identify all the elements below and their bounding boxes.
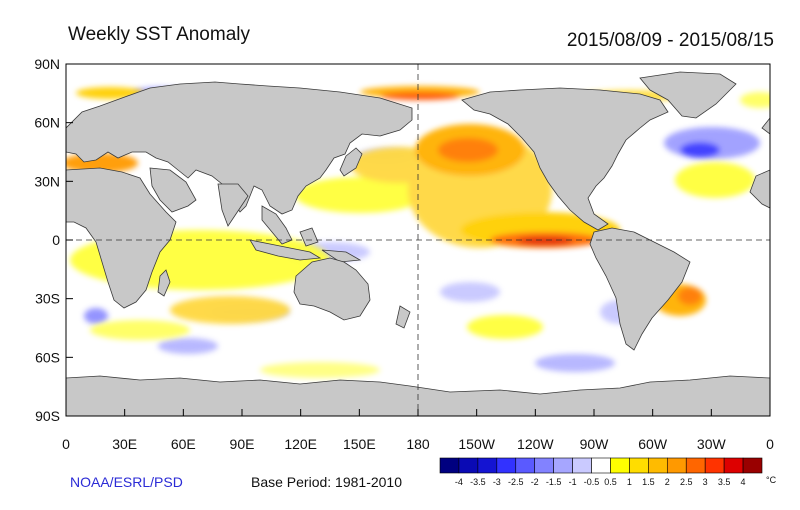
colorbar-swatch — [666, 457, 687, 474]
colorbar-label: 2.5 — [680, 477, 693, 487]
colorbar-swatch — [704, 457, 725, 474]
colorbar-label: -1.5 — [546, 477, 562, 487]
colorbar-label: 4 — [741, 477, 746, 487]
colorbar-swatch — [629, 457, 649, 474]
lon-tick-label: 60W — [638, 436, 668, 452]
colorbar-swatch — [685, 457, 706, 474]
credit-label: NOAA/ESRL/PSD — [70, 474, 183, 490]
lon-tick-label: 30E — [112, 436, 137, 452]
colorbar-unit: °C — [766, 475, 777, 485]
colorbar-label: 1.5 — [642, 477, 655, 487]
lat-tick-label: 30N — [34, 173, 60, 189]
lon-tick-label: 120E — [284, 436, 317, 452]
colorbar-label: 1 — [627, 477, 632, 487]
lat-tick-label: 60N — [34, 115, 60, 131]
lon-tick-label: 60E — [171, 436, 196, 452]
colorbar-label: 3.5 — [718, 477, 731, 487]
colorbar-label: -2 — [531, 477, 539, 487]
colorbar-swatch — [723, 457, 744, 474]
colorbar-label: 0.5 — [604, 477, 617, 487]
lon-tick-label: 150E — [343, 436, 376, 452]
lon-tick-label: 0 — [62, 436, 70, 452]
colorbar-swatch — [591, 457, 611, 474]
colorbar-label: -0.5 — [584, 477, 600, 487]
lat-tick-label: 90N — [34, 56, 60, 72]
colorbar-swatch — [496, 457, 517, 474]
lat-tick-label: 30S — [35, 291, 60, 307]
lon-tick-label: 180 — [406, 436, 430, 452]
colorbar-label: -3.5 — [470, 477, 486, 487]
lon-tick-label: 90E — [230, 436, 255, 452]
colorbar-label: 3 — [703, 477, 708, 487]
colorbar-swatch — [439, 457, 460, 474]
colorbar-label: -3 — [493, 477, 501, 487]
colorbar-swatch — [572, 457, 592, 474]
colorbar-swatch — [477, 457, 498, 474]
lat-tick-label: 90S — [35, 408, 60, 424]
lon-tick-label: 150W — [458, 436, 495, 452]
colorbar-label: -1 — [569, 477, 577, 487]
colorbar-swatch — [534, 457, 554, 474]
lat-tick-label: 0 — [52, 232, 60, 248]
colorbar-swatch — [742, 457, 763, 474]
colorbar: -4 -3.5 -3 -2.5 -2 -1.5 -1 -0.5 0.5 1 1.5 2 2.5 3 3.5 4 — [439, 457, 763, 487]
date-range: 2015/08/09 - 2015/08/15 — [566, 30, 774, 51]
colorbar-label: 2 — [665, 477, 670, 487]
colorbar-label: -2.5 — [508, 477, 524, 487]
sst-warm-anomalies — [66, 86, 770, 378]
colorbar-swatch — [610, 457, 630, 474]
lon-tick-label: 0 — [766, 436, 774, 452]
base-period-label: Base Period: 1981-2010 — [251, 474, 402, 490]
colorbar-label: -4 — [455, 477, 463, 487]
latitude-axis: 90N 60N 30N 0 30S 60S 90S — [34, 56, 73, 424]
lon-tick-label: 30W — [697, 436, 727, 452]
map-title: Weekly SST Anomaly — [68, 24, 250, 45]
colorbar-swatch — [458, 457, 479, 474]
colorbar-swatch — [515, 457, 536, 474]
lon-tick-label: 120W — [517, 436, 554, 452]
longitude-axis: 0 30E 60E 90E 120E 150E 180 150W 120W 90W 60W 30W 0 — [62, 409, 774, 452]
colorbar-swatch — [648, 457, 668, 474]
colorbar-swatch — [553, 457, 573, 474]
lon-tick-label: 90W — [580, 436, 610, 452]
lat-tick-label: 60S — [35, 349, 60, 365]
